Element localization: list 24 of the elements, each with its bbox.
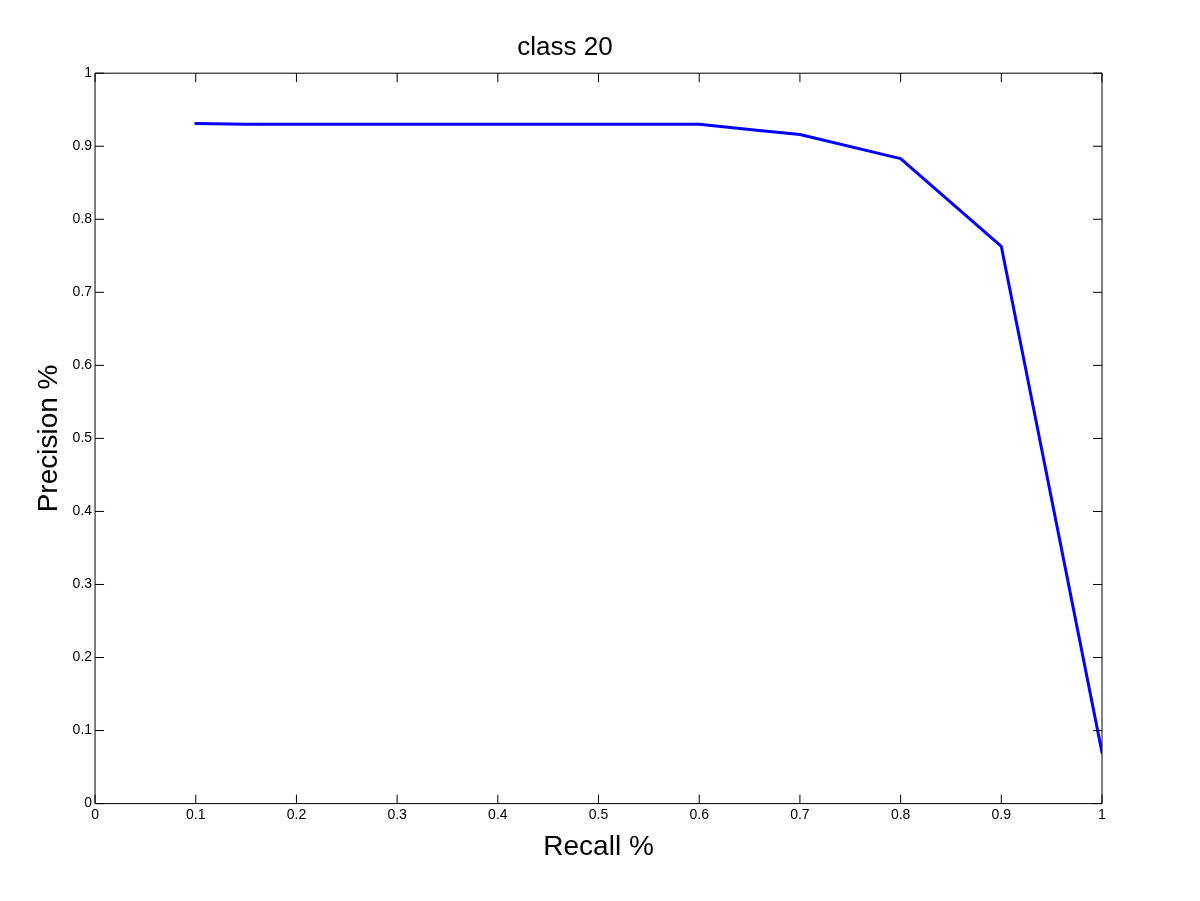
x-axis-title: Recall % — [543, 829, 654, 861]
x-tick-label: 0.1 — [186, 805, 206, 822]
y-tick-label: 1 — [84, 64, 93, 81]
y-tick-label: 0.5 — [72, 429, 93, 446]
chart-title: class 20 — [517, 30, 613, 61]
x-tick-label: 0.5 — [588, 805, 609, 822]
y-tick-label: 0.7 — [72, 283, 93, 300]
y-axis-title: Precision % — [31, 364, 63, 513]
y-tick-label: 0.9 — [72, 137, 93, 154]
x-tick-label: 0.6 — [689, 805, 710, 822]
x-tick-label: 0.9 — [991, 805, 1012, 822]
y-tick-label: 0 — [84, 794, 93, 811]
x-tick-label: 0.7 — [790, 805, 810, 822]
y-tick-label: 0.2 — [72, 648, 93, 665]
y-tick-label: 0.8 — [72, 210, 93, 227]
y-tick-label: 0.3 — [72, 575, 93, 592]
y-tick-label: 0.1 — [72, 721, 93, 738]
y-tick-label: 0.6 — [72, 356, 93, 373]
x-tick-label: 0.3 — [387, 805, 408, 822]
x-tick-label: 0.2 — [286, 805, 307, 822]
x-tick-label: 1 — [1098, 805, 1107, 822]
y-tick-label: 0.4 — [72, 502, 93, 519]
x-tick-label: 0.8 — [890, 805, 911, 822]
x-tick-label: 0.4 — [488, 805, 508, 822]
